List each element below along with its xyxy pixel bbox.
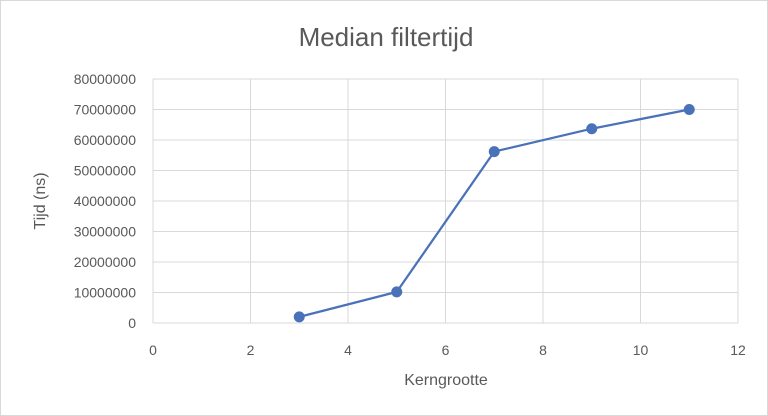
data-point-4	[683, 104, 695, 115]
series-group	[293, 104, 695, 323]
y-tick-label-4: 40000000	[74, 193, 137, 209]
y-tick-label-3: 30000000	[74, 224, 137, 240]
x-tick-label-5: 10	[633, 342, 649, 358]
x-tick-label-0: 0	[149, 342, 157, 358]
y-tick-label-1: 10000000	[74, 285, 137, 301]
data-point-2	[488, 146, 500, 158]
y-tick-label-7: 70000000	[74, 102, 137, 118]
data-point-3	[586, 123, 598, 135]
y-tick-label-2: 20000000	[74, 254, 137, 270]
x-tick-label-1: 2	[247, 342, 255, 358]
x-tick-labels: 0 2 4 6 8 10 12	[149, 342, 746, 358]
data-point-1	[391, 286, 403, 298]
gridlines	[152, 78, 739, 324]
y-tick-labels: 0 10000000 20000000 30000000 40000000 5000000…	[74, 71, 137, 331]
y-tick-label-0: 0	[128, 315, 136, 331]
data-point-0	[293, 311, 305, 323]
series-line-0	[298, 108, 690, 318]
chart-title: Median filtertijd	[299, 22, 474, 52]
x-tick-label-6: 12	[730, 342, 746, 358]
y-tick-label-8: 80000000	[74, 71, 137, 87]
x-tick-label-2: 4	[344, 342, 352, 358]
x-axis-label: Kerngrootte	[404, 372, 488, 389]
y-tick-label-5: 50000000	[74, 163, 137, 179]
y-tick-label-6: 60000000	[74, 132, 137, 148]
x-tick-label-4: 8	[539, 342, 547, 358]
x-tick-label-3: 6	[442, 342, 450, 358]
y-axis-label: Tijd (ns)	[32, 172, 49, 229]
